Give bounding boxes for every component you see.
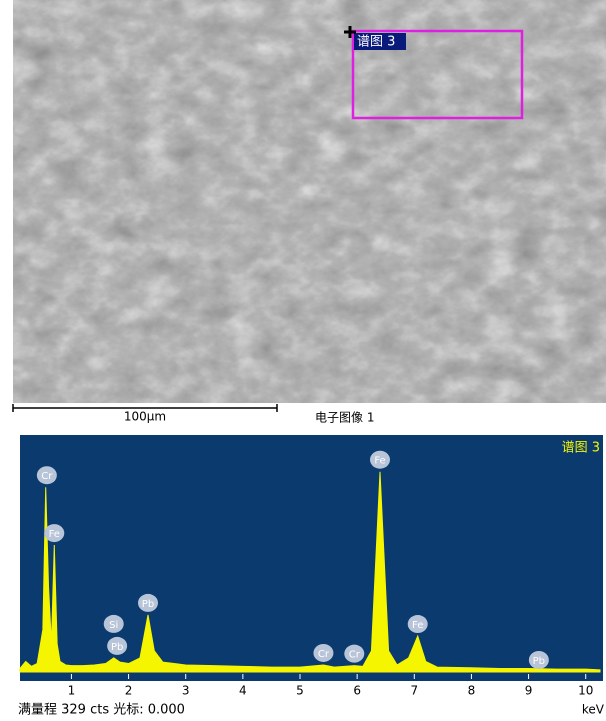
peak-label: Cr bbox=[41, 471, 53, 482]
x-tick-label: 8 bbox=[468, 684, 476, 698]
x-tick-label: 2 bbox=[125, 684, 133, 698]
peak-label: Fe bbox=[49, 529, 60, 540]
x-tick-label: 4 bbox=[239, 684, 247, 698]
footer: 满量程 329 cts 光标: 0.000 bbox=[18, 703, 185, 718]
x-tick-label: 7 bbox=[410, 684, 418, 698]
peak-label: Fe bbox=[374, 456, 385, 467]
x-tick-label: 3 bbox=[182, 684, 190, 698]
x-axis-label: keV bbox=[582, 703, 605, 717]
peak-label: Cr bbox=[349, 650, 361, 661]
x-tick-label: 9 bbox=[525, 684, 533, 698]
peak-label: Si bbox=[109, 620, 118, 631]
chart-title: 谱图 3 bbox=[562, 441, 600, 456]
scale-label: 100μm bbox=[124, 410, 166, 424]
region-label: 谱图 3 bbox=[357, 35, 395, 50]
peak-label: Fe bbox=[412, 620, 423, 631]
peak-label: Pb bbox=[142, 599, 154, 610]
peak-label: Cr bbox=[318, 649, 330, 660]
x-tick-label: 1 bbox=[68, 684, 76, 698]
caption: 电子图像 1 bbox=[315, 411, 374, 425]
peak-label: Pb bbox=[111, 642, 123, 653]
peak-label: Pb bbox=[533, 656, 545, 667]
sem-image bbox=[13, 0, 606, 403]
x-tick-label: 5 bbox=[296, 684, 304, 698]
page: 谱图 3 100μm 电子图像 1 谱图 3 keV 满量程 329 cts 光… bbox=[0, 0, 606, 717]
x-tick-label: 10 bbox=[578, 684, 593, 698]
x-tick-label: 6 bbox=[353, 684, 361, 698]
